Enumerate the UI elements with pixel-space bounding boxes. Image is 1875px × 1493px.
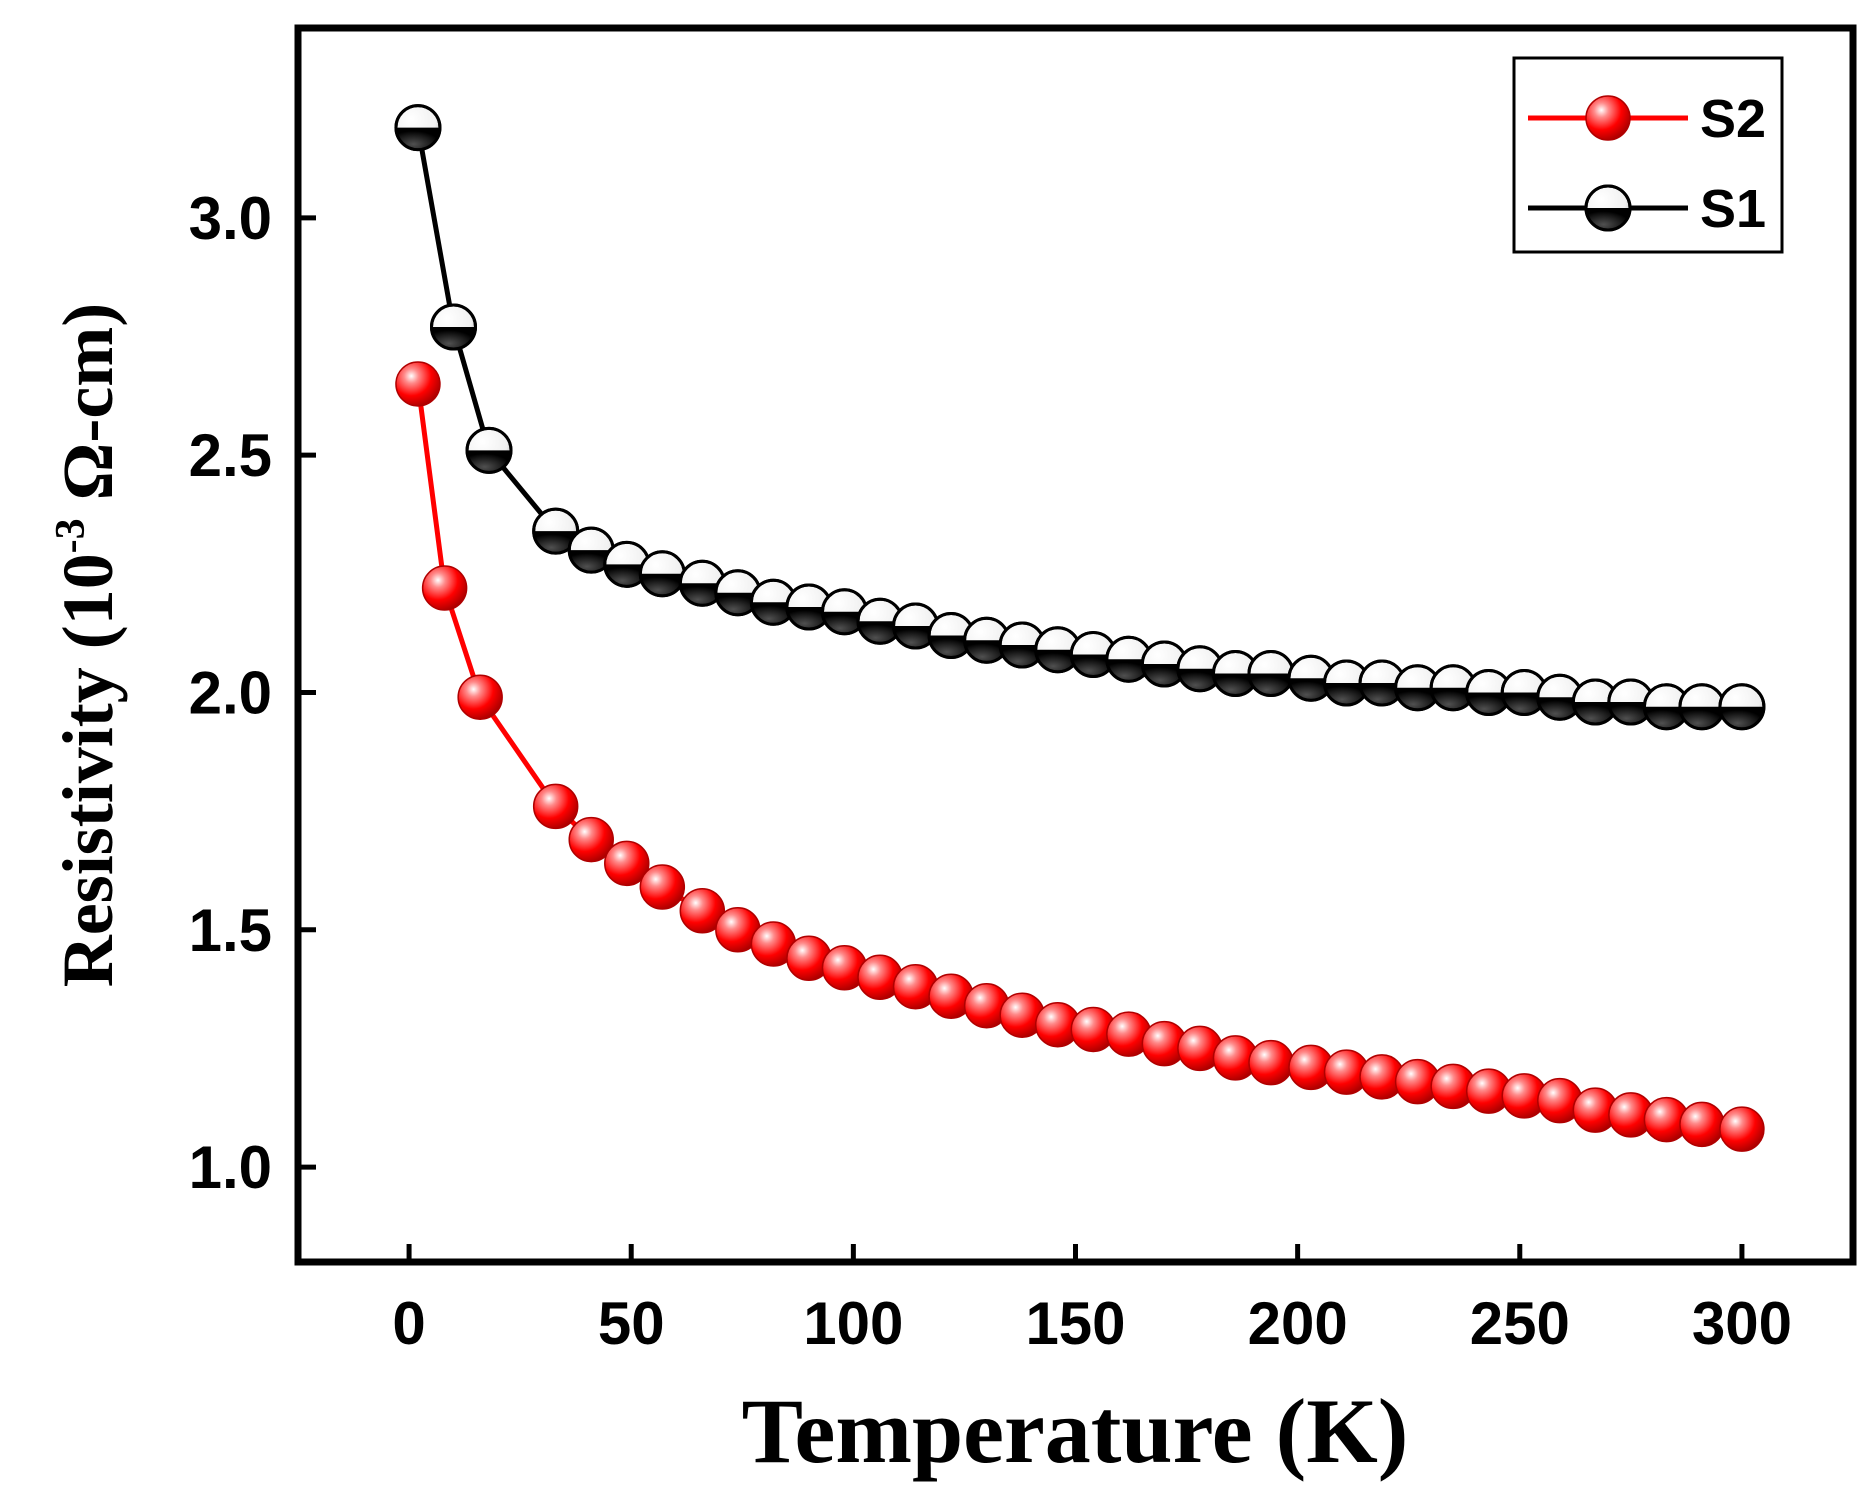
legend-s2-label: S2 xyxy=(1700,89,1766,149)
data-point-s1-15 xyxy=(963,616,1011,664)
data-point-s1-12 xyxy=(856,597,904,645)
y-axis-title: Resistivity (10-3 Ω-cm) xyxy=(48,303,128,987)
data-point-s1-35 xyxy=(1678,683,1726,731)
data-point-s1-3 xyxy=(532,507,580,555)
data-point-s1-18 xyxy=(1069,630,1117,678)
data-point-s2-6 xyxy=(639,864,686,910)
data-point-s1-7 xyxy=(678,559,726,607)
data-point-s1-6 xyxy=(638,550,686,598)
y-axis-title-exponent: -3 xyxy=(48,518,94,553)
legend: S2 S1 xyxy=(1512,56,1784,254)
data-point-s1-2 xyxy=(465,426,513,474)
x-tick-label-2: 100 xyxy=(803,1290,903,1357)
legend-s1-label: S1 xyxy=(1700,179,1766,239)
y-tick-label-1: 1.5 xyxy=(189,897,272,964)
x-tick-label-6: 300 xyxy=(1692,1290,1792,1357)
data-point-s1-31 xyxy=(1536,673,1584,721)
y-axis-title-main: Resistivity (10 xyxy=(48,553,128,987)
x-axis-title: Temperature (K) xyxy=(742,1380,1409,1482)
y-tick-label-4: 3.0 xyxy=(189,185,272,252)
y-axis-title-unit: Ω-cm) xyxy=(48,303,128,519)
data-point-s2-0 xyxy=(395,361,441,407)
legend-box xyxy=(1512,56,1784,254)
data-point-s1-27 xyxy=(1394,664,1442,712)
legend-s1-sphere xyxy=(1584,184,1632,232)
x-tick-label-4: 200 xyxy=(1248,1290,1348,1357)
data-point-s2-1 xyxy=(421,565,468,611)
series-lines xyxy=(415,127,1743,1132)
data-point-s2-35 xyxy=(1679,1101,1725,1148)
axis-ticks: 0 50 100 150 200 250 300 1.0 1.5 2.0 2.5 3.0 xyxy=(189,185,1792,1357)
y-tick-label-2: 2.0 xyxy=(189,659,272,726)
legend-s1-marker xyxy=(1584,184,1632,232)
data-point-s2-7 xyxy=(679,888,726,934)
x-tick-label-1: 50 xyxy=(598,1290,665,1357)
data-point-s1-25 xyxy=(1323,659,1371,707)
x-tick-label-0: 0 xyxy=(392,1290,425,1357)
data-point-s2-4 xyxy=(568,816,614,863)
legend-s2-sphere xyxy=(1585,95,1631,141)
x-tick-label-5: 250 xyxy=(1470,1290,1570,1357)
data-point-s2-36 xyxy=(1719,1106,1765,1152)
series-points-s2 xyxy=(395,361,1765,1152)
data-point-s1-36 xyxy=(1718,683,1766,731)
data-point-s1-1 xyxy=(430,303,477,351)
legend-s2-marker xyxy=(1585,95,1631,141)
data-point-s2-23 xyxy=(1248,1039,1294,1086)
y-tick-label-3: 2.5 xyxy=(189,422,272,489)
data-point-s2-5 xyxy=(604,840,650,887)
series-points-s1 xyxy=(394,104,1766,731)
data-point-s1-4 xyxy=(567,526,615,574)
data-point-s1-0 xyxy=(394,104,442,152)
series-markers xyxy=(394,104,1766,1152)
data-point-s1-23 xyxy=(1247,649,1295,697)
y-tick-label-0: 1.0 xyxy=(189,1134,272,1201)
data-point-s2-3 xyxy=(532,783,579,830)
data-point-s2-2 xyxy=(457,674,503,720)
data-point-s1-10 xyxy=(785,583,833,631)
x-tick-label-3: 150 xyxy=(1025,1290,1125,1357)
